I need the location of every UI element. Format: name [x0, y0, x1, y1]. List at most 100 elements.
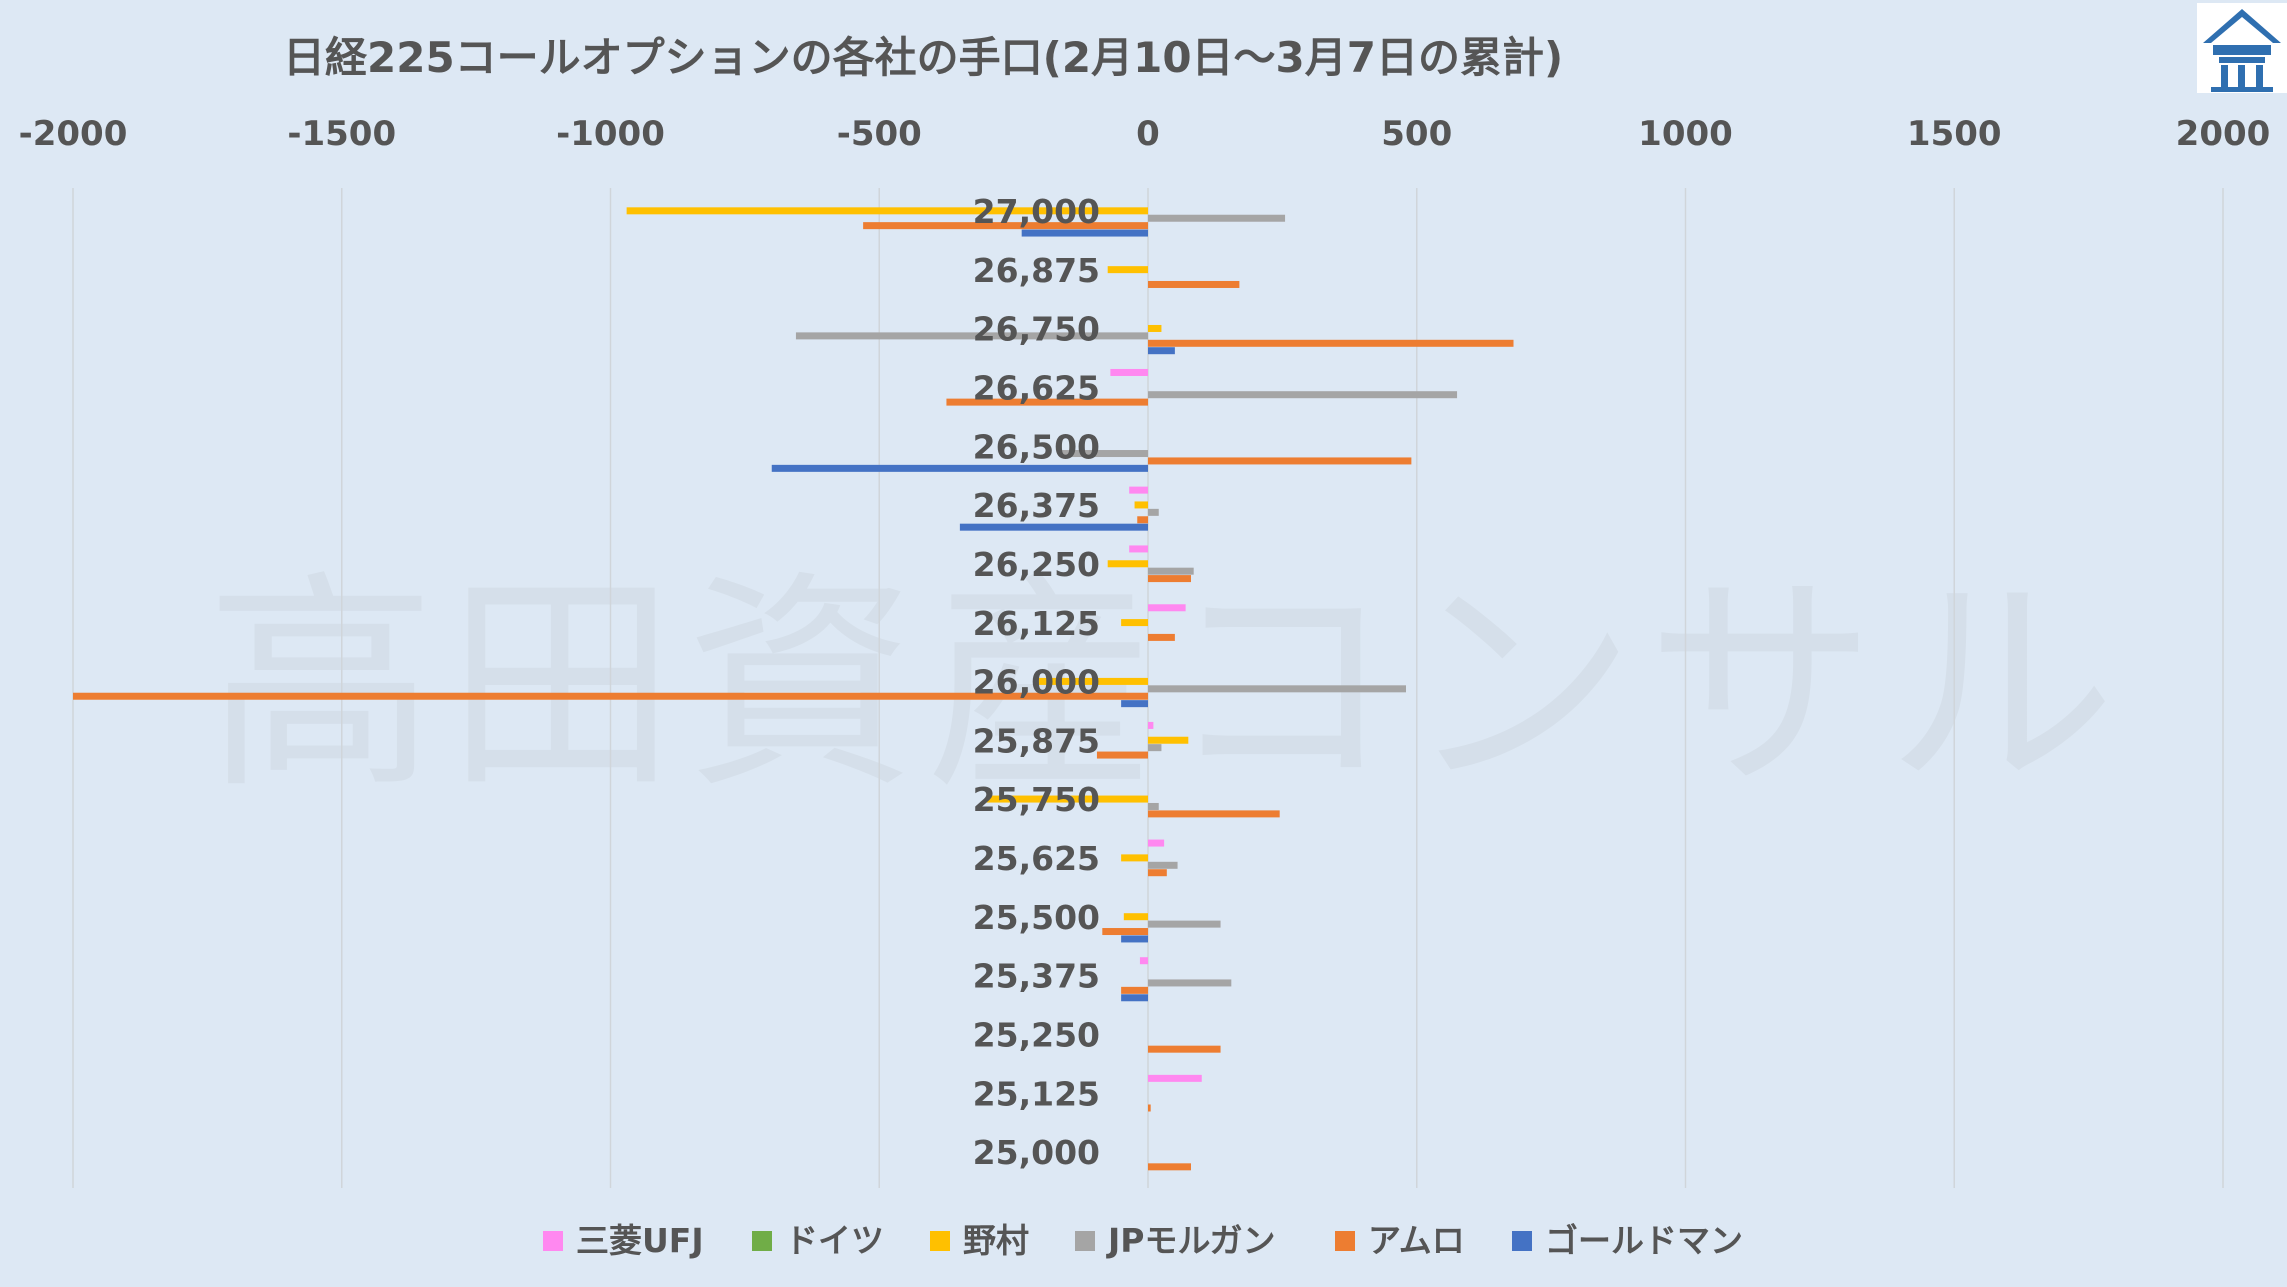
- x-tick-label: 1000: [1638, 114, 1733, 154]
- x-tick-label: -500: [837, 114, 922, 154]
- bar-ゴールドマン-26,500: [771, 464, 1148, 472]
- chart-title: 日経225コールオプションの各社の手口(2月10日～3月7日の累計): [283, 33, 1563, 82]
- bar-アムロ-26,750: [1148, 339, 1514, 347]
- bar-アムロ-26,875: [1148, 280, 1240, 288]
- bar-ゴールドマン-26,375: [959, 523, 1148, 531]
- category-label: 26,250: [973, 545, 1100, 584]
- x-tick-label: -2000: [19, 114, 128, 154]
- bar-三菱UFJ-26,125: [1148, 604, 1186, 612]
- legend-label: アムロ: [1368, 1221, 1465, 1260]
- bar-三菱UFJ-26,250: [1129, 545, 1148, 553]
- x-tick-label: 500: [1381, 114, 1452, 154]
- legend: 三菱UFJ ドイツ 野村 JPモルガン アムロ ゴールドマン: [543, 1221, 1743, 1260]
- legend-label: 野村: [963, 1221, 1029, 1260]
- bar-野村-25,875: [1148, 736, 1189, 744]
- bar-野村-27,000: [626, 207, 1148, 215]
- bar-JPモルガン-26,625: [1148, 391, 1458, 399]
- x-tick-label: 1500: [1907, 114, 2002, 154]
- category-label: 26,125: [973, 604, 1100, 643]
- bar-アムロ-25,250: [1148, 1045, 1221, 1053]
- legend-swatch: [1075, 1231, 1095, 1251]
- bar-アムロ-26,000: [73, 692, 1148, 700]
- legend-swatch: [543, 1231, 563, 1251]
- legend-label: ゴールドマン: [1545, 1221, 1743, 1260]
- bar-三菱UFJ-25,125: [1148, 1074, 1202, 1082]
- bar-アムロ-26,375: [1137, 516, 1148, 524]
- category-label: 27,000: [973, 192, 1100, 231]
- shrine-roof-logo-icon: [2203, 9, 2281, 92]
- bar-JPモルガン-26,000: [1148, 685, 1406, 693]
- bar-JPモルガン-26,750: [795, 332, 1148, 340]
- bar-ゴールドマン-26,750: [1148, 347, 1175, 355]
- x-tick-label: 2000: [2176, 114, 2271, 154]
- logo: [2197, 3, 2287, 93]
- bar-JPモルガン-26,375: [1148, 508, 1159, 516]
- bar-ゴールドマン-27,000: [1021, 229, 1148, 237]
- bar-アムロ-25,750: [1148, 810, 1280, 818]
- category-label: 25,500: [973, 898, 1100, 937]
- bar-アムロ-26,500: [1148, 457, 1412, 465]
- bar-野村-26,125: [1121, 619, 1148, 627]
- category-label: 26,500: [973, 427, 1100, 466]
- bar-アムロ-26,250: [1148, 575, 1191, 583]
- bar-三菱UFJ-26,375: [1129, 486, 1148, 494]
- bar-野村-26,000: [1035, 677, 1148, 685]
- bar-JPモルガン-27,000: [1148, 214, 1286, 222]
- bar-野村-25,500: [1123, 913, 1148, 921]
- gridlines: [72, 188, 2224, 1188]
- legend-label: ドイツ: [785, 1221, 884, 1260]
- bar-野村-26,375: [1134, 501, 1148, 509]
- category-label: 25,000: [973, 1133, 1100, 1172]
- bar-三菱UFJ-26,625: [1110, 368, 1148, 376]
- category-label: 25,375: [973, 957, 1100, 996]
- bar-三菱UFJ-25,875: [1148, 721, 1154, 729]
- legend-label: JPモルガン: [1106, 1221, 1275, 1260]
- bar-JPモルガン-25,625: [1148, 861, 1178, 869]
- x-tick-label: -1500: [287, 114, 396, 154]
- category-label: 26,000: [973, 663, 1100, 702]
- bar-野村-25,750: [986, 795, 1148, 803]
- bar-アムロ-27,000: [863, 222, 1148, 230]
- bar-アムロ-26,625: [946, 398, 1148, 406]
- category-label: 26,750: [973, 310, 1100, 349]
- bar-アムロ-25,375: [1121, 986, 1148, 994]
- bar-アムロ-25,000: [1148, 1163, 1191, 1171]
- legend-swatch: [1512, 1231, 1532, 1251]
- bar-JPモルガン-25,875: [1148, 744, 1162, 752]
- x-tick-label: 0: [1136, 114, 1160, 154]
- category-label: 25,250: [973, 1016, 1100, 1055]
- bar-ゴールドマン-25,500: [1121, 935, 1148, 943]
- category-labels: 27,000 26,875 26,750 26,625 26,500 26,375 26,2…: [973, 192, 1100, 1172]
- bar-アムロ-25,500: [1102, 928, 1148, 936]
- bar-JPモルガン-26,250: [1148, 567, 1194, 575]
- axis-tick-labels: -2000 -1500 -1000 -500 0 500 1000 1500 2000: [19, 114, 2271, 154]
- bar-野村-25,625: [1121, 854, 1148, 862]
- legend-swatch: [752, 1231, 772, 1251]
- bar-JPモルガン-25,375: [1148, 979, 1232, 987]
- x-tick-label: -1000: [556, 114, 665, 154]
- legend-swatch: [930, 1231, 950, 1251]
- bar-三菱UFJ-25,625: [1148, 839, 1165, 847]
- bar-野村-26,750: [1148, 324, 1162, 332]
- category-label: 25,125: [973, 1074, 1100, 1113]
- bar-JPモルガン-25,500: [1148, 920, 1221, 928]
- category-label: 26,875: [973, 251, 1100, 290]
- bar-アムロ-25,625: [1148, 869, 1167, 877]
- category-label: 25,625: [973, 839, 1100, 878]
- legend-label: 三菱UFJ: [576, 1221, 704, 1260]
- bar-アムロ-26,125: [1148, 633, 1175, 641]
- bar-野村-26,250: [1107, 560, 1148, 568]
- bar-野村-26,875: [1107, 266, 1148, 274]
- bar-アムロ-25,875: [1096, 751, 1148, 759]
- bar-ゴールドマン-26,000: [1121, 700, 1148, 708]
- bar-アムロ-25,125: [1148, 1104, 1151, 1112]
- category-label: 26,625: [973, 368, 1100, 407]
- category-label: 25,875: [973, 721, 1100, 760]
- category-label: 25,750: [973, 780, 1100, 819]
- bar-JPモルガン-25,750: [1148, 802, 1159, 810]
- bar-JPモルガン-26,500: [1062, 450, 1148, 458]
- legend-swatch: [1335, 1231, 1355, 1251]
- category-label: 26,375: [973, 486, 1100, 525]
- bar-三菱UFJ-25,375: [1139, 957, 1148, 965]
